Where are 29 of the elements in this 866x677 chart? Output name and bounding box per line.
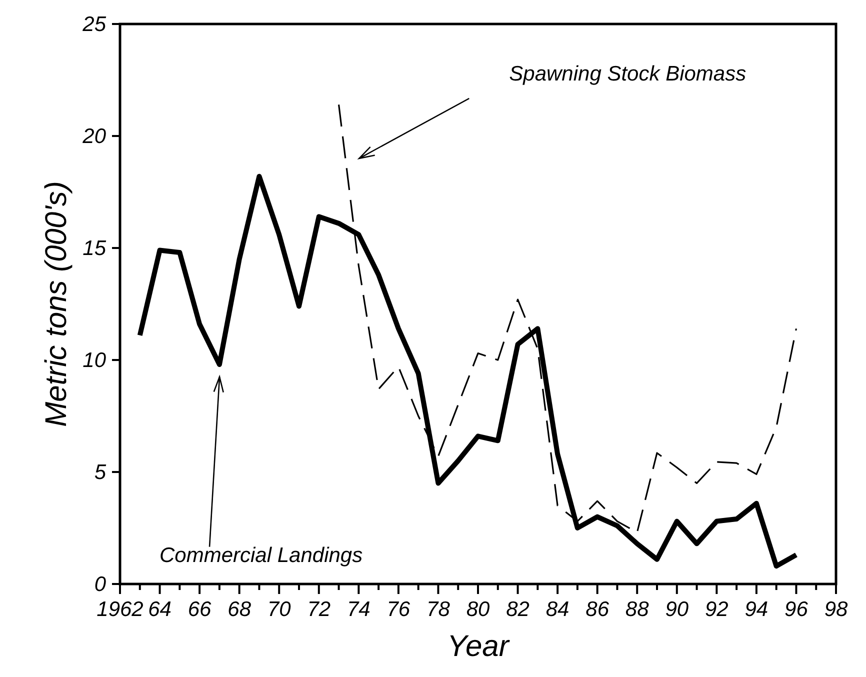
y-tick-label: 15: [82, 237, 106, 260]
x-tick-label: 78: [426, 598, 450, 621]
x-tick-label: 98: [824, 598, 848, 621]
x-tick-label: 90: [665, 598, 689, 621]
x-tick-label: 92: [704, 598, 729, 621]
x-tick-label: 64: [148, 598, 172, 621]
x-tick-label: 82: [506, 598, 530, 621]
x-tick-label: 74: [346, 598, 370, 621]
y-tick-label: 10: [82, 349, 106, 372]
x-tick-label: 76: [386, 598, 410, 621]
y-tick-label: 20: [82, 125, 106, 148]
y-tick-label: 0: [94, 573, 106, 596]
x-tick-label: 86: [586, 598, 610, 621]
y-tick-label: 5: [94, 461, 106, 484]
x-axis-title: Year: [447, 630, 510, 663]
x-tick-label: 70: [267, 598, 292, 621]
x-tick-label: 88: [625, 598, 650, 621]
x-tick-label: 68: [228, 598, 252, 621]
y-axis-title: Metric tons (000's): [40, 181, 73, 427]
x-tick-label: 80: [466, 598, 490, 621]
annotation: Spawning Stock Biomass: [509, 62, 747, 86]
x-tick-label: 84: [546, 598, 570, 621]
x-tick-label: 94: [744, 598, 768, 621]
x-tick-label: 66: [188, 598, 212, 621]
x-tick-label: 96: [784, 598, 808, 621]
x-tick-label: 1962: [96, 598, 144, 621]
x-tick-label: 72: [307, 598, 331, 621]
annotation: Commercial Landings: [160, 544, 364, 567]
y-tick-label: 25: [82, 13, 106, 36]
